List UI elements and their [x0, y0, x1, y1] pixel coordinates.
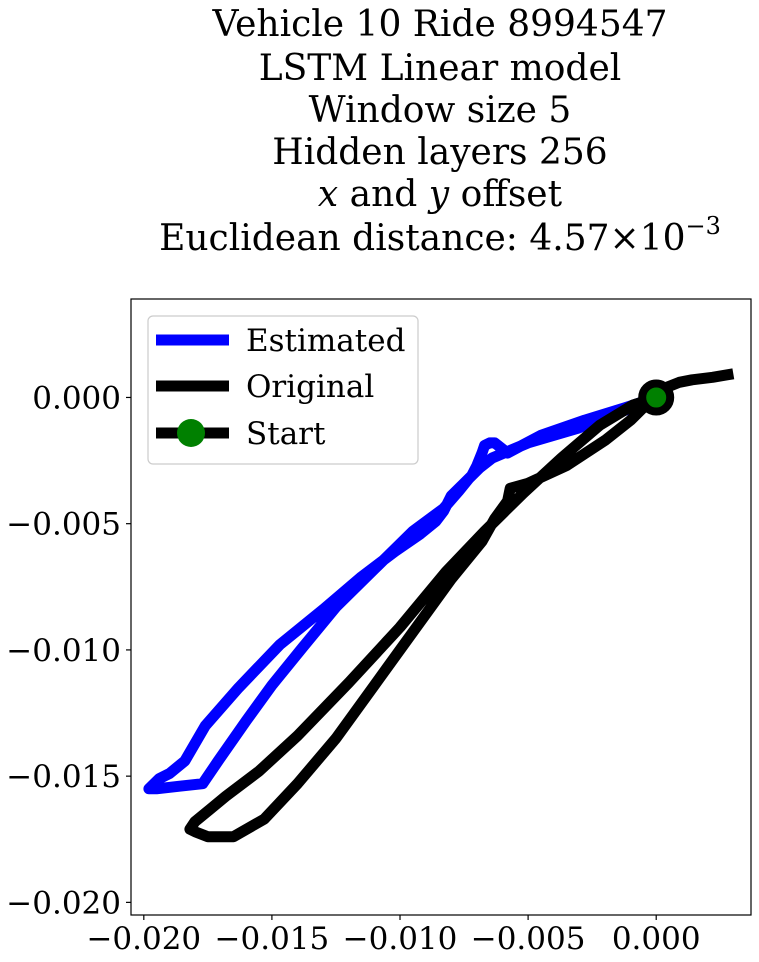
y-axis: 0.000 −0.005 −0.010 −0.015 −0.020: [6, 380, 131, 921]
x-tick-label: −0.005: [471, 921, 586, 957]
legend-estimated-label: Estimated: [246, 323, 405, 359]
y-tick-label: −0.005: [6, 507, 121, 543]
x-axis: −0.020 −0.015 −0.010 −0.005 0.000: [86, 915, 701, 957]
y-tick-label: −0.010: [6, 633, 121, 669]
x-tick-label: 0.000: [612, 921, 701, 957]
title-distance-exponent: −3: [686, 212, 721, 240]
legend-original-label: Original: [246, 369, 374, 405]
title-line-5: x and y offset: [318, 174, 563, 215]
chart-title: Vehicle 10 Ride 8994547 LSTM Linear mode…: [159, 4, 721, 259]
title-offset-word: offset: [449, 174, 562, 215]
y-tick-label: −0.015: [6, 759, 121, 795]
legend-box: [147, 315, 419, 465]
y-tick-label: 0.000: [32, 380, 121, 416]
title-line-6: Euclidean distance: 4.57×10−3: [159, 212, 721, 259]
title-x-variable: x: [318, 174, 338, 215]
title-line-1: Vehicle 10 Ride 8994547: [211, 4, 667, 45]
legend-start-label: Start: [246, 416, 326, 452]
x-tick-label: −0.015: [215, 921, 330, 957]
title-line-3: Window size 5: [309, 90, 572, 131]
title-distance-times: ×: [610, 218, 640, 259]
title-distance-base: 10: [640, 218, 686, 259]
title-distance-prefix: Euclidean distance:: [159, 218, 529, 259]
x-tick-label: −0.010: [343, 921, 458, 957]
title-and: and: [338, 174, 429, 215]
title-line-2: LSTM Linear model: [259, 48, 622, 89]
x-tick-label: −0.020: [86, 921, 201, 957]
y-tick-label: −0.020: [6, 885, 121, 921]
legend: Estimated Original Start: [147, 315, 419, 465]
title-distance-mantissa: 4.57: [529, 218, 609, 259]
start-layer: [638, 379, 675, 416]
title-line-4: Hidden layers 256: [272, 132, 607, 173]
plot-frame: [130, 298, 752, 916]
legend-start-marker: [177, 419, 205, 447]
start-point-marker: [638, 379, 675, 416]
estimated-series-line: [143, 390, 664, 795]
title-y-variable: y: [427, 174, 450, 215]
